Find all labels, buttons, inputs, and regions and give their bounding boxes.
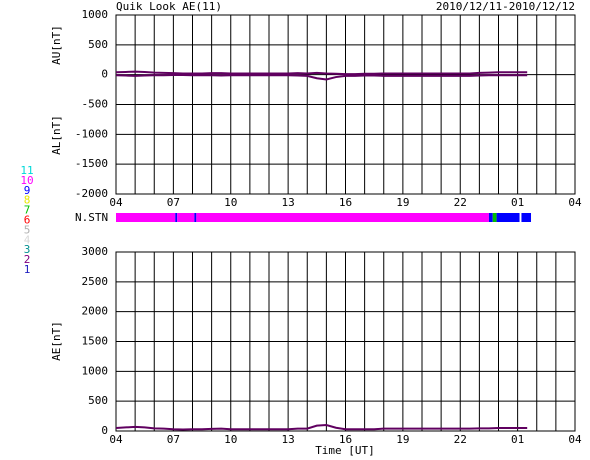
station-legend: 9: [24, 184, 31, 197]
station-legend: 11: [20, 164, 33, 177]
data-line: [115, 424, 528, 431]
x-tick-label: 04: [109, 196, 123, 209]
station-legend: 3: [24, 243, 31, 256]
y-tick-label: 1000: [82, 8, 109, 21]
y-tick-label: 0: [101, 68, 108, 81]
y-tick-label: 0: [101, 424, 108, 437]
date-range: 2010/12/11-2010/12/12: [436, 0, 575, 13]
station-legend: 10: [20, 174, 33, 187]
station-segment: [116, 213, 176, 222]
station-segment: [175, 213, 178, 222]
data-line: [115, 70, 528, 76]
y-tick-label: 500: [88, 38, 108, 51]
station-segment: [496, 213, 520, 222]
x-tick-label: 13: [282, 433, 295, 446]
station-segment: [492, 213, 497, 222]
x-tick-label: 01: [511, 433, 524, 446]
x-tick-label: 07: [167, 433, 180, 446]
station-legend: 1: [24, 263, 31, 276]
plot-frame: [115, 251, 576, 432]
y-tick-label: 1000: [82, 364, 109, 377]
chart-title: Quik Look AE(11): [116, 0, 222, 13]
station-legend: 2: [24, 253, 31, 266]
x-tick-label: 22: [454, 196, 467, 209]
x-tick-label: 01: [511, 196, 524, 209]
station-segment: [488, 213, 493, 222]
y-tick-label: -1500: [75, 157, 108, 170]
x-tick-label: 07: [167, 196, 180, 209]
station-legend: 5: [24, 223, 31, 236]
station-segment: [196, 213, 489, 222]
y-tick-label: 2000: [82, 305, 109, 318]
plot-frame: [115, 14, 576, 195]
x-tick-label: 10: [224, 196, 237, 209]
bar-label: N.STN: [75, 211, 108, 224]
station-legend: 8: [24, 194, 31, 207]
y-tick-label: 500: [88, 394, 108, 407]
y-axis-label: AU[nT]: [50, 25, 63, 65]
y-tick-label: 1500: [82, 335, 109, 348]
y-tick-label: -500: [82, 98, 109, 111]
station-legend: 6: [24, 214, 31, 227]
x-tick-label: 10: [224, 433, 237, 446]
x-tick-label: 04: [109, 433, 123, 446]
x-axis-label: Time [UT]: [315, 444, 375, 457]
station-legend: 7: [24, 204, 31, 217]
x-tick-label: 13: [282, 196, 295, 209]
x-tick-label: 04: [568, 433, 582, 446]
x-tick-label: 22: [454, 433, 467, 446]
data-line: [115, 73, 528, 81]
station-segment: [177, 213, 195, 222]
y-axis-label: AE[nT]: [50, 321, 63, 361]
y-tick-label: 2500: [82, 275, 109, 288]
x-tick-label: 16: [339, 196, 352, 209]
station-segment: [521, 213, 532, 222]
y-tick-label: -1000: [75, 127, 108, 140]
station-legend: 4: [24, 233, 31, 246]
x-tick-label: 19: [396, 433, 409, 446]
y-tick-label: 3000: [82, 245, 109, 258]
x-tick-label: 04: [568, 196, 582, 209]
y-axis-label: AL[nT]: [50, 115, 63, 155]
x-tick-label: 19: [396, 196, 409, 209]
y-tick-label: -2000: [75, 187, 108, 200]
x-tick-label: 16: [339, 433, 352, 446]
station-segment: [194, 213, 197, 222]
